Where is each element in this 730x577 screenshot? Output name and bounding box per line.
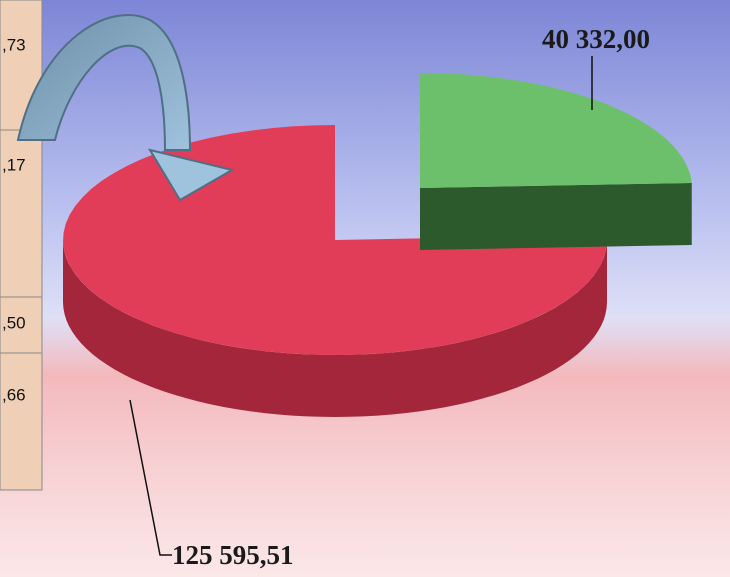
table-cell: ,17	[2, 155, 26, 174]
table-cell: ,73	[2, 35, 26, 54]
value-label: 125 595,51	[172, 540, 294, 570]
arrow-body	[16, 14, 192, 151]
arrow-head	[147, 148, 235, 202]
table: ,73 ,17 ,50 ,66	[0, 0, 43, 491]
slice-side	[63, 240, 607, 417]
table-body	[0, 0, 43, 491]
table-cell: ,66	[2, 385, 26, 404]
curved-arrow	[16, 14, 235, 202]
slice-side	[420, 182, 692, 250]
value-label: 40 332,00	[542, 24, 650, 54]
table-cell: ,50	[2, 313, 26, 332]
leader-line	[129, 399, 172, 556]
slice	[420, 73, 692, 188]
